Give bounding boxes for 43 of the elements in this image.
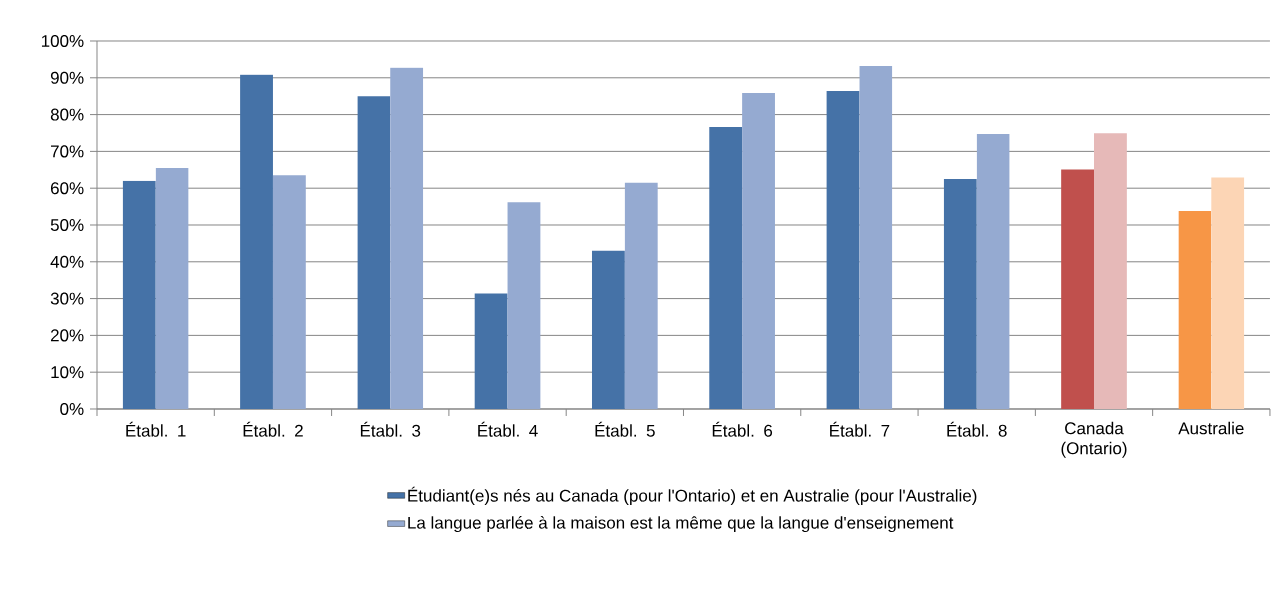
- y-tick-label: 80%: [50, 108, 84, 121]
- bar: [943, 178, 977, 409]
- y-tick-label: 100%: [41, 34, 84, 48]
- bar: [1061, 169, 1094, 409]
- y-tick-label: 50%: [50, 218, 84, 232]
- x-tick-label: Australie: [1178, 421, 1244, 435]
- x-tick-label: Établ. 2: [243, 421, 303, 437]
- bar: [859, 66, 893, 409]
- bar: [507, 202, 541, 409]
- bar: [742, 92, 775, 409]
- bar: [240, 74, 273, 409]
- x-tick-label: Établ. 4: [478, 421, 538, 437]
- bar: [709, 127, 743, 409]
- y-tick-label: 20%: [50, 329, 84, 342]
- bar: [272, 175, 306, 409]
- bar: [357, 96, 391, 409]
- y-tick-label: 90%: [50, 71, 84, 84]
- x-tick-label: Établ. 7: [830, 421, 890, 437]
- x-tick-label: Établ. 1: [126, 421, 186, 437]
- bar: [1094, 133, 1127, 409]
- y-tick-label: 40%: [50, 255, 84, 268]
- bar: [1178, 211, 1212, 409]
- bar: [826, 91, 860, 409]
- x-tick-label: Établ. 5: [595, 421, 655, 437]
- y-tick-label: 10%: [51, 366, 84, 379]
- bar: [624, 182, 658, 409]
- y-tick-label: 30%: [50, 292, 84, 305]
- legend-label: La langue parlée à la maison est la même que la langue d'enseignement: [408, 516, 954, 533]
- x-tick-label: Établ. 3: [360, 421, 421, 437]
- x-tick-label: Établ. 8: [947, 421, 1007, 437]
- bar: [976, 134, 1010, 409]
- bar: [390, 67, 424, 409]
- y-tick-label: 60%: [50, 182, 84, 195]
- bar: [474, 293, 508, 409]
- bar: [155, 167, 189, 409]
- y-tick-label: 70%: [51, 145, 84, 158]
- bar: [1211, 177, 1245, 409]
- y-tick-label: 0%: [60, 402, 84, 416]
- x-tick-label: Canada (Ontario): [1061, 421, 1127, 458]
- x-tick-label: Établ. 6: [712, 421, 773, 437]
- bar: [591, 250, 625, 409]
- legend-label: Étudiant(e)s nés au Canada (pour l'Ontario) et en Australie (pour l'Australie): [408, 486, 977, 506]
- bar: [122, 180, 156, 409]
